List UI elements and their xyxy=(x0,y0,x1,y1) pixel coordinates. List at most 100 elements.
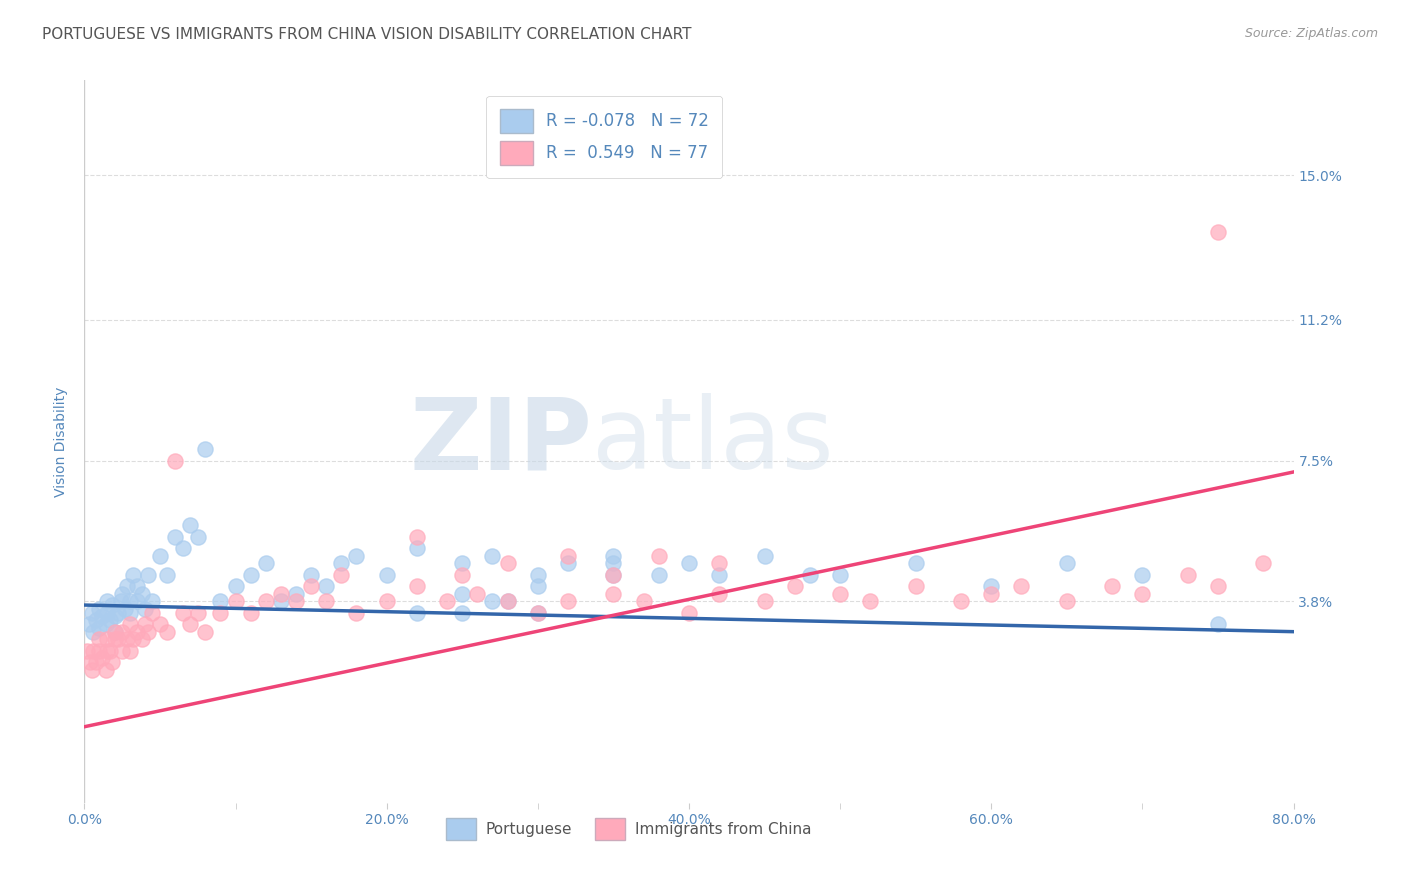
Point xyxy=(96,643,118,657)
Text: Source: ZipAtlas.com: Source: ZipAtlas.com xyxy=(1244,27,1378,40)
Point xyxy=(91,651,114,665)
Point xyxy=(104,609,127,624)
Point xyxy=(299,567,322,582)
Point xyxy=(950,594,973,608)
Point xyxy=(141,594,163,608)
Point xyxy=(172,541,194,555)
Point xyxy=(299,579,322,593)
Point xyxy=(104,624,127,639)
Point xyxy=(1132,587,1154,601)
Point xyxy=(179,518,201,533)
Point xyxy=(91,609,114,624)
Point xyxy=(165,530,187,544)
Point xyxy=(709,567,731,582)
Point xyxy=(89,632,111,647)
Point xyxy=(1177,567,1199,582)
Point xyxy=(678,606,700,620)
Point xyxy=(602,549,624,563)
Point xyxy=(406,579,429,593)
Point xyxy=(149,617,172,632)
Point xyxy=(496,594,519,608)
Point xyxy=(156,624,179,639)
Legend: Portuguese, Immigrants from China: Portuguese, Immigrants from China xyxy=(440,812,817,846)
Point xyxy=(96,606,118,620)
Point xyxy=(179,617,201,632)
Point xyxy=(110,594,132,608)
Point xyxy=(127,579,149,593)
Point xyxy=(107,632,129,647)
Point xyxy=(406,606,429,620)
Point xyxy=(527,606,550,620)
Point xyxy=(904,579,927,593)
Point xyxy=(111,624,134,639)
Point xyxy=(77,617,100,632)
Point xyxy=(527,606,550,620)
Point xyxy=(527,579,550,593)
Point xyxy=(1056,556,1078,570)
Point xyxy=(709,556,731,570)
Point xyxy=(557,549,579,563)
Point xyxy=(118,594,141,608)
Point xyxy=(94,617,117,632)
Point xyxy=(1206,579,1229,593)
Point xyxy=(134,602,156,616)
Point xyxy=(115,632,138,647)
Point xyxy=(1206,617,1229,632)
Point xyxy=(80,606,103,620)
Point xyxy=(194,624,217,639)
Point xyxy=(406,541,429,555)
Point xyxy=(118,617,141,632)
Point xyxy=(86,655,108,669)
Point xyxy=(980,579,1002,593)
Point xyxy=(80,663,103,677)
Point xyxy=(76,643,98,657)
Point xyxy=(225,594,247,608)
Point xyxy=(346,549,368,563)
Point xyxy=(172,606,194,620)
Point xyxy=(557,556,579,570)
Point xyxy=(270,587,292,601)
Point xyxy=(330,567,353,582)
Point xyxy=(602,556,624,570)
Point xyxy=(1011,579,1033,593)
Point xyxy=(270,594,292,608)
Point xyxy=(783,579,806,593)
Point xyxy=(136,567,159,582)
Point xyxy=(89,602,111,616)
Point xyxy=(406,530,429,544)
Text: PORTUGUESE VS IMMIGRANTS FROM CHINA VISION DISABILITY CORRELATION CHART: PORTUGUESE VS IMMIGRANTS FROM CHINA VISI… xyxy=(42,27,692,42)
Point xyxy=(1206,226,1229,240)
Point xyxy=(451,587,474,601)
Point xyxy=(98,643,121,657)
Point xyxy=(94,663,117,677)
Point xyxy=(709,587,731,601)
Point xyxy=(115,579,138,593)
Point xyxy=(285,594,308,608)
Point xyxy=(859,594,882,608)
Point xyxy=(114,602,136,616)
Point xyxy=(527,567,550,582)
Point xyxy=(104,632,127,647)
Point xyxy=(89,621,111,635)
Point xyxy=(86,613,108,627)
Point xyxy=(127,594,149,608)
Point xyxy=(754,549,776,563)
Point xyxy=(98,613,121,627)
Point xyxy=(481,594,503,608)
Point xyxy=(496,594,519,608)
Text: ZIP: ZIP xyxy=(409,393,592,490)
Point xyxy=(602,567,624,582)
Point xyxy=(187,606,209,620)
Point xyxy=(980,587,1002,601)
Point xyxy=(111,643,134,657)
Point xyxy=(496,556,519,570)
Point xyxy=(557,594,579,608)
Point xyxy=(121,567,143,582)
Point xyxy=(451,556,474,570)
Point xyxy=(1056,594,1078,608)
Point xyxy=(830,567,852,582)
Point xyxy=(165,453,187,467)
Point xyxy=(315,594,337,608)
Point xyxy=(209,606,232,620)
Point xyxy=(156,567,179,582)
